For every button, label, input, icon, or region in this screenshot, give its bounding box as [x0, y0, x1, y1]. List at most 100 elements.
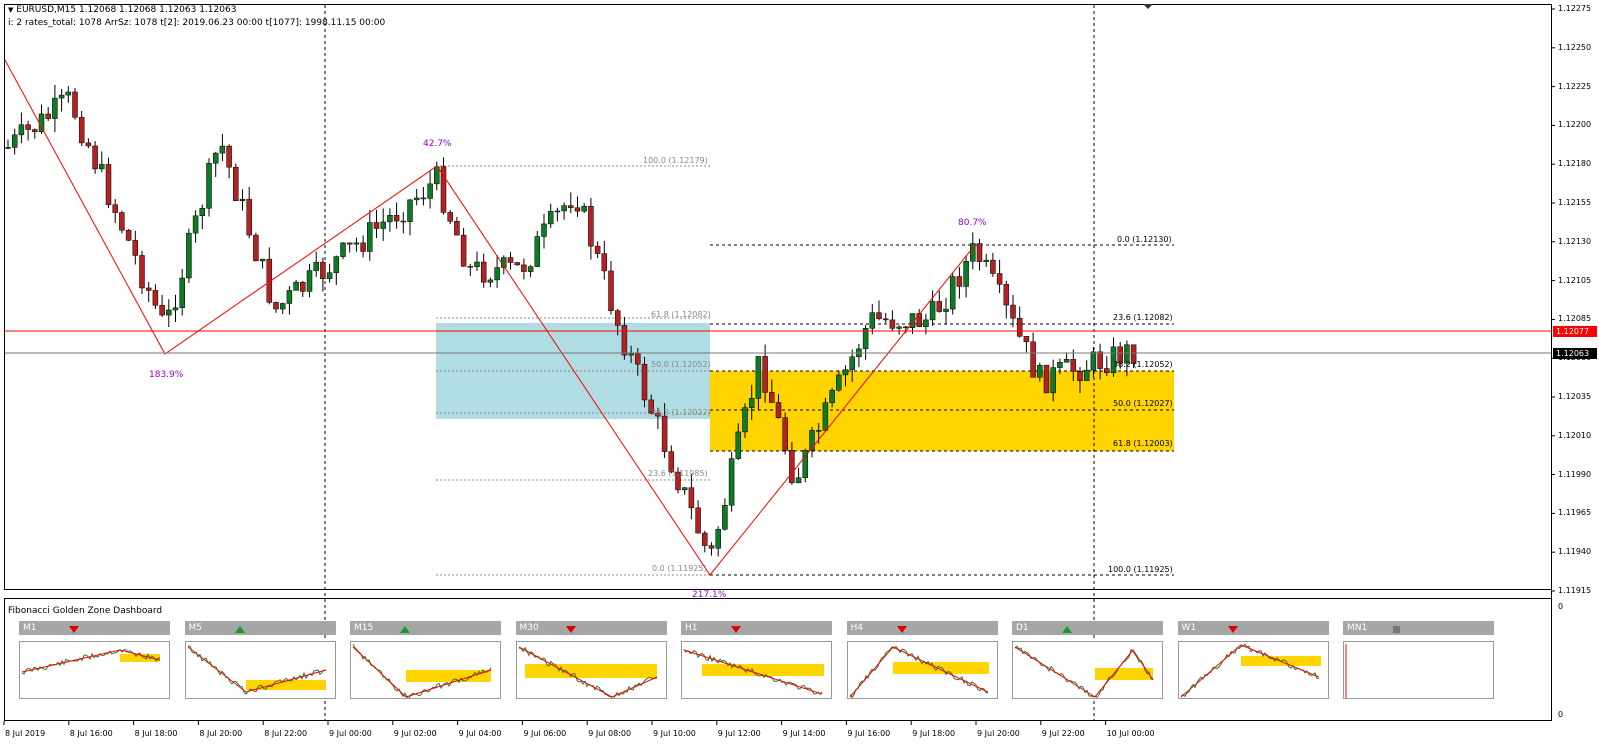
candle-body: [119, 212, 125, 231]
candle-body: [253, 234, 259, 262]
candle-body: [608, 270, 614, 311]
candle-body: [568, 205, 574, 208]
dashboard-panel-w1[interactable]: W1: [1177, 621, 1329, 699]
time-axis-label: 8 Jul 20:00: [199, 729, 243, 738]
candle-body: [18, 124, 25, 136]
time-axis-label: 9 Jul 16:00: [847, 729, 891, 738]
collapse-triangle-icon[interactable]: ▼: [8, 6, 14, 14]
candle-body: [212, 152, 219, 164]
dashboard-tab[interactable]: H1: [681, 621, 832, 635]
fib-new-lines: [710, 244, 1174, 576]
candle-body: [474, 261, 480, 267]
time-axis-label: 9 Jul 06:00: [523, 729, 567, 738]
dashboard-tab[interactable]: M30: [515, 621, 667, 635]
dashboard-panel-d1[interactable]: D1: [1012, 621, 1163, 699]
time-axis-label: 9 Jul 12:00: [717, 729, 761, 738]
timeframe-label: M1: [23, 623, 37, 633]
candle-body: [1057, 361, 1063, 368]
candle-body: [688, 487, 695, 509]
candle-body: [246, 198, 252, 236]
price-axis-label: 1.11915: [1558, 586, 1592, 595]
candle-body: [206, 162, 212, 209]
candle-body: [447, 212, 453, 222]
candle-body: [387, 215, 393, 223]
timeframe-label: M15: [354, 623, 374, 633]
indicator-info: i: 2 rates_total: 1078 ArrSz: 1078 t[2]:…: [8, 18, 386, 28]
subwindow-scale-bottom: 0: [1558, 710, 1564, 719]
time-axis-label: 9 Jul 04:00: [458, 729, 502, 738]
bid-price-tag: 1.12063: [1553, 348, 1597, 359]
candle-body: [769, 392, 775, 403]
dashboard-panel-m30[interactable]: M30: [515, 621, 667, 699]
price-axis-label: 1.11990: [1558, 469, 1592, 479]
chart-frame: [4, 4, 1552, 590]
candle-body: [702, 532, 708, 546]
dashboard-panel-mn1[interactable]: MN1: [1343, 621, 1494, 699]
candle-body: [326, 272, 333, 279]
price-axis-label: 1.12010: [1558, 430, 1592, 440]
fib-old-label: 50.0 (1.12052): [651, 360, 711, 369]
candle-body: [1070, 359, 1077, 372]
time-axis-label: 10 Jul 00:00: [1106, 729, 1155, 738]
dashboard-tab[interactable]: H4: [846, 621, 998, 635]
dashboard-panel-m1[interactable]: M1: [19, 621, 170, 699]
candle-body: [1104, 368, 1110, 373]
fib-old-label: 0.0 (1.11925): [652, 564, 707, 573]
mini-zigzag: [1014, 646, 1154, 698]
dashboard-tab[interactable]: M1: [19, 621, 170, 635]
candle-body: [393, 215, 400, 222]
candle-body: [1030, 341, 1036, 378]
candle-body: [963, 261, 969, 287]
candle-body: [487, 279, 494, 283]
dashboard-panel-m5[interactable]: M5: [184, 621, 336, 699]
candle-body: [641, 363, 648, 401]
symbol-info: ▼ EURUSD,M15 1.12068 1.12068 1.12063 1.1…: [8, 5, 236, 15]
timeframe-label: W1: [1181, 623, 1197, 633]
candle-body: [809, 430, 815, 451]
candle-body: [708, 545, 715, 549]
candle-body: [105, 164, 112, 205]
mini-golden-zone: [120, 654, 160, 662]
mini-zigzag: [683, 649, 823, 695]
time-axis-label: 8 Jul 18:00: [134, 729, 178, 738]
candle-body: [226, 145, 232, 168]
candle-body: [1037, 364, 1043, 378]
candle-body: [1124, 344, 1130, 364]
price-axis-label: 1.11940: [1558, 547, 1592, 557]
candle-body: [300, 281, 306, 292]
mini-chart: [515, 641, 667, 699]
trend-down-icon: [69, 624, 79, 638]
red-line-price-tag: 1.12077: [1553, 326, 1597, 337]
candle-body: [762, 356, 768, 393]
trend-none-icon: [1393, 624, 1400, 638]
dashboard-tab[interactable]: MN1: [1343, 621, 1494, 635]
dashboard-tab[interactable]: M5: [184, 621, 336, 635]
dashboard-tab[interactable]: M15: [350, 621, 501, 635]
candle-body: [541, 223, 547, 237]
dashboard-tab[interactable]: W1: [1177, 621, 1329, 635]
time-axis-label: 9 Jul 02:00: [393, 729, 437, 738]
mini-golden-zone: [245, 680, 326, 690]
mini-chart: [846, 641, 998, 699]
candle-body: [1063, 359, 1070, 363]
candle-body: [286, 290, 293, 304]
mini-price-line: [683, 648, 823, 696]
candle-body: [1117, 346, 1123, 364]
dashboard-panel-m15[interactable]: M15: [350, 621, 501, 699]
candle-body: [876, 312, 882, 320]
candle-body: [554, 210, 561, 213]
candle-body: [903, 326, 909, 329]
fib-old-lines: [436, 165, 710, 576]
dashboard-panel-h1[interactable]: H1: [681, 621, 832, 699]
dashboard-tab[interactable]: D1: [1012, 621, 1163, 635]
zigzag-label-high-2: 80.7%: [958, 218, 987, 228]
candle-body: [936, 301, 943, 312]
price-axis-label: 1.12105: [1558, 275, 1592, 285]
dashboard-panel-h4[interactable]: H4: [846, 621, 998, 699]
timeframe-label: D1: [1016, 623, 1029, 633]
zigzag-label-low-1: 183.9%: [149, 370, 184, 380]
candle-body: [112, 204, 118, 213]
mini-zigzag: [1180, 644, 1319, 698]
candle-body: [1050, 367, 1056, 394]
